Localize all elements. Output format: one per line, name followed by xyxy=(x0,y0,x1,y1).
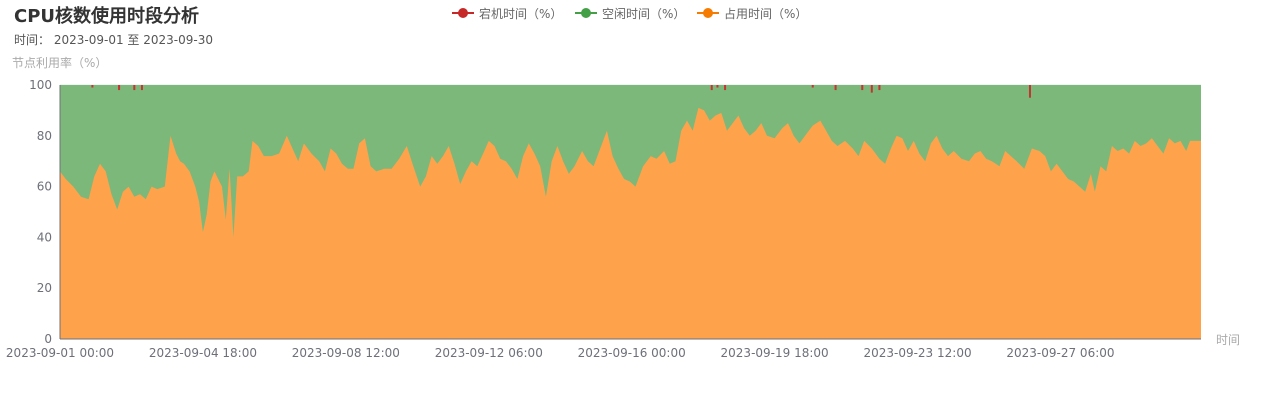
downtime-spike xyxy=(91,85,94,88)
downtime-spike xyxy=(133,85,136,91)
chart-title: CPU核数使用时段分析 xyxy=(14,6,200,27)
legend-marker-occupied xyxy=(697,7,719,19)
x-tick-label: 2023-09-19 18:00 xyxy=(721,346,829,360)
x-tick-label: 2023-09-12 06:00 xyxy=(435,346,543,360)
y-tick-label: 60 xyxy=(37,180,52,194)
legend-label-idle: 空闲时间（%） xyxy=(602,6,686,21)
chart-subtitle: 时间： 2023-09-01 至 2023-09-30 xyxy=(14,31,213,48)
y-tick-label: 40 xyxy=(37,230,52,244)
occupied-area xyxy=(60,107,1201,340)
x-tick-label: 2023-09-08 12:00 xyxy=(292,346,400,360)
x-tick-label: 2023-09-27 06:00 xyxy=(1006,346,1114,360)
downtime-spike xyxy=(811,85,814,88)
x-tick-label: 2023-09-04 18:00 xyxy=(149,346,257,360)
y-tick-label: 0 xyxy=(44,332,52,346)
subtitle-separator: 至 xyxy=(127,33,140,47)
legend-marker-idle xyxy=(575,7,597,19)
y-tick-label: 20 xyxy=(37,281,52,295)
x-tick-label: 2023-09-01 00:00 xyxy=(6,346,114,360)
downtime-spike xyxy=(118,85,121,91)
legend-marker-downtime xyxy=(452,7,474,19)
subtitle-label: 时间： xyxy=(14,33,51,47)
downtime-spike xyxy=(861,85,864,91)
chart-legend: 宕机时间（%） 空闲时间（%） 占用时间（%） xyxy=(0,4,1261,22)
downtime-spike xyxy=(710,85,713,91)
x-axis-name: 时间 xyxy=(1216,333,1240,347)
x-tick-label: 2023-09-23 12:00 xyxy=(863,346,971,360)
y-tick-label: 100 xyxy=(29,78,52,92)
downtime-spike xyxy=(1028,85,1031,98)
y-axis-name: 节点利用率（%） xyxy=(12,55,107,70)
x-tick-label: 2023-09-16 00:00 xyxy=(578,346,686,360)
subtitle-end-date: 2023-09-30 xyxy=(143,33,214,47)
subtitle-start-date: 2023-09-01 xyxy=(53,33,124,47)
downtime-spike xyxy=(878,85,881,91)
downtime-spike xyxy=(724,85,727,91)
downtime-spike xyxy=(140,85,143,91)
legend-label-downtime: 宕机时间（%） xyxy=(479,6,563,21)
legend-item-downtime[interactable]: 宕机时间（%） xyxy=(452,4,562,22)
legend-item-occupied[interactable]: 占用时间（%） xyxy=(697,4,807,22)
downtime-spike xyxy=(834,85,837,91)
legend-item-idle[interactable]: 空闲时间（%） xyxy=(575,4,685,22)
downtime-spike xyxy=(716,85,719,88)
legend-label-occupied: 占用时间（%） xyxy=(724,6,808,21)
y-tick-label: 80 xyxy=(37,129,52,143)
downtime-spike xyxy=(870,85,873,93)
